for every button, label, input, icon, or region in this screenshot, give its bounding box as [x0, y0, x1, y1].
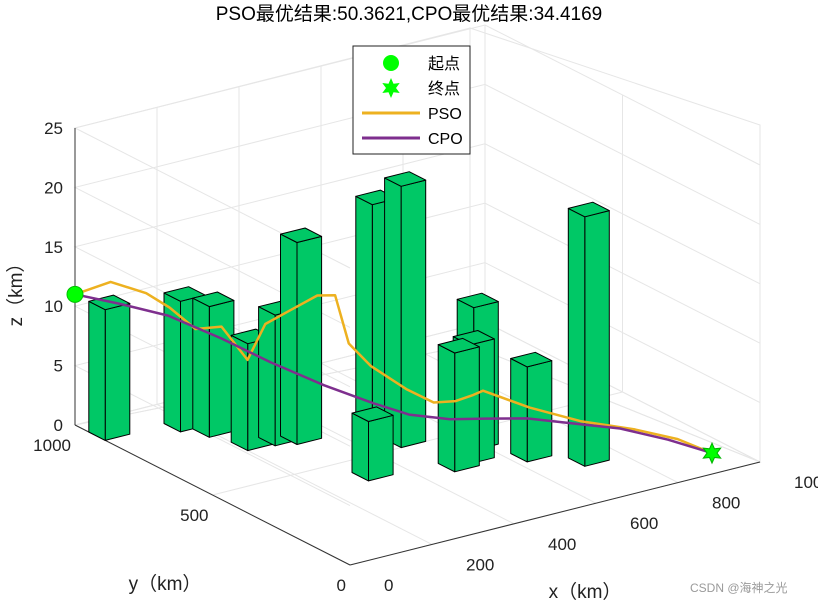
legend-label: PSO: [428, 106, 462, 123]
y-axis-label: y（km）: [129, 573, 202, 595]
building: [192, 291, 235, 438]
building-side-face: [437, 344, 456, 473]
legend-label: 终点: [428, 80, 460, 98]
z-tick-label: 0: [54, 416, 63, 435]
building-side-face: [510, 358, 528, 463]
gridline-z: [73, 24, 761, 269]
building-front-face: [296, 235, 323, 445]
x-tick-label: 1000: [794, 473, 818, 492]
z-axis-label: z（km）: [5, 254, 27, 327]
z-tick-label: 15: [44, 238, 63, 257]
x-tick-label: 200: [466, 555, 494, 574]
building-side-face: [230, 334, 249, 452]
building-front-face: [400, 179, 427, 449]
building-side-face: [258, 306, 276, 447]
path-cpo: [74, 293, 713, 455]
building-side-face: [567, 207, 586, 467]
building-front-face: [208, 299, 235, 438]
x-tick-label: 600: [630, 514, 658, 533]
chart-title: PSO最优结果:50.3621,CPO最优结果:34.4169: [216, 3, 603, 25]
legend-label: CPO: [428, 131, 463, 148]
building-top-face: [510, 351, 553, 368]
z-ticks: 0 5 10 15 20 25: [44, 119, 63, 435]
x-tick-label: 800: [712, 494, 740, 513]
building: [88, 294, 131, 441]
x-tick-label: 0: [384, 576, 393, 595]
building-side-face: [88, 300, 106, 441]
building-side-face: [355, 195, 373, 443]
buildings: [88, 171, 610, 482]
z-tick-label: 20: [44, 178, 63, 197]
start-marker: [66, 285, 84, 303]
z-tick-label: 5: [54, 357, 63, 376]
building: [437, 337, 480, 473]
building-side-face: [351, 412, 369, 482]
y-ticks: 0 500 1000: [33, 436, 346, 595]
z-tick-label: 10: [44, 297, 63, 316]
paths: [74, 280, 713, 455]
building-side-face: [192, 297, 210, 438]
x-axis-label: x（km）: [549, 581, 622, 602]
building-top-face: [280, 227, 323, 243]
building-top-face: [351, 406, 394, 422]
x-ticks: 0 200 400 600 800 1000: [384, 473, 818, 595]
path-pso: [74, 280, 713, 455]
watermark: CSDN @海神之光: [690, 580, 788, 595]
building: [351, 406, 394, 482]
legend-box: [352, 45, 471, 155]
end-marker: [702, 441, 722, 465]
building-top-face: [456, 292, 499, 309]
legend-start-symbol: [383, 55, 399, 71]
building-top-face: [567, 201, 610, 218]
building: [280, 227, 323, 445]
building: [567, 201, 610, 467]
building-front-face: [454, 346, 480, 473]
legend-end-symbol: [382, 78, 400, 98]
gridline-z: [73, 83, 761, 328]
building-front-face: [368, 414, 394, 482]
z-tick-label: 25: [44, 119, 63, 138]
legend-label: 起点: [428, 55, 460, 73]
markers: [66, 285, 722, 465]
y-tick-label: 1000: [33, 436, 71, 455]
building-top-face: [384, 171, 427, 187]
axes: [74, 128, 761, 566]
x-axis-line: [349, 461, 761, 566]
x-tick-label: 400: [548, 535, 576, 554]
building-top-face: [192, 291, 235, 308]
building: [384, 171, 427, 449]
y-axis-line: [74, 424, 351, 566]
y-tick-label: 500: [180, 506, 208, 525]
building-front-face: [104, 303, 131, 441]
building-top-face: [437, 337, 480, 354]
building-side-face: [280, 233, 298, 445]
y-tick-label: 0: [337, 576, 346, 595]
